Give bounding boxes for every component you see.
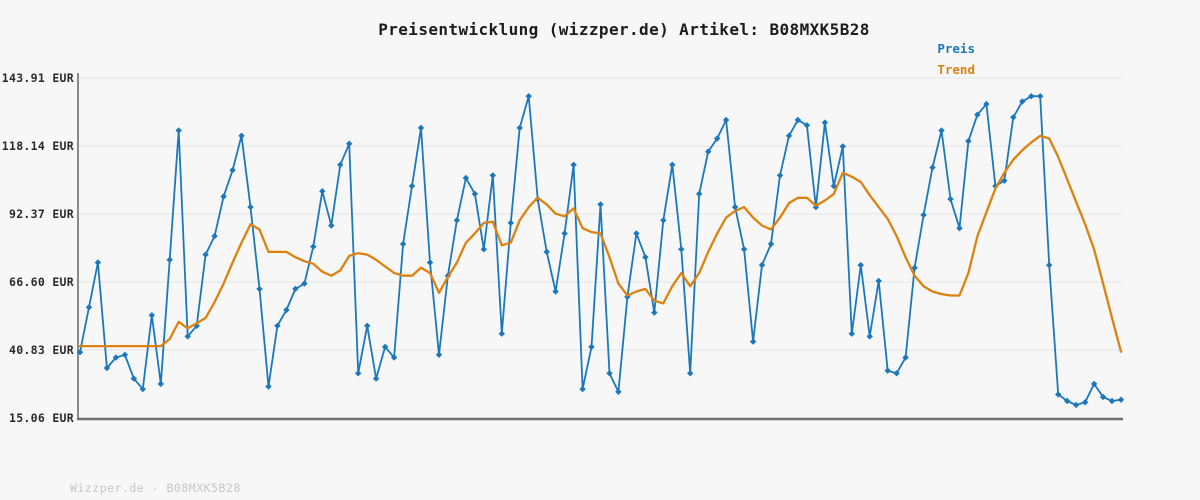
- chart-title: Preisentwicklung (wizzper.de) Artikel: B…: [378, 20, 870, 39]
- watermark-text: Wizzper.de - B08MXK5B28: [70, 481, 241, 495]
- legend-item-preis: Preis: [937, 41, 975, 56]
- series-line-trend: [78, 134, 1123, 353]
- y-tick-label: 118.14 EUR: [1, 139, 74, 153]
- y-tick-label: 40.83 EUR: [8, 343, 74, 357]
- legend-item-trend: Trend: [937, 62, 975, 77]
- series-markers-preis: [76, 93, 1125, 409]
- y-tick-label: 66.60 EUR: [8, 275, 74, 289]
- y-tick-label: 143.91 EUR: [1, 71, 74, 85]
- y-tick-label: 15.06 EUR: [8, 411, 74, 425]
- series-line-preis: [79, 95, 1122, 406]
- y-tick-label: 92.37 EUR: [8, 207, 74, 221]
- y-axis-labels: 143.91 EUR 118.14 EUR 92.37 EUR 66.60 EU…: [0, 0, 74, 500]
- chart-legend: Preis Trend: [937, 38, 975, 80]
